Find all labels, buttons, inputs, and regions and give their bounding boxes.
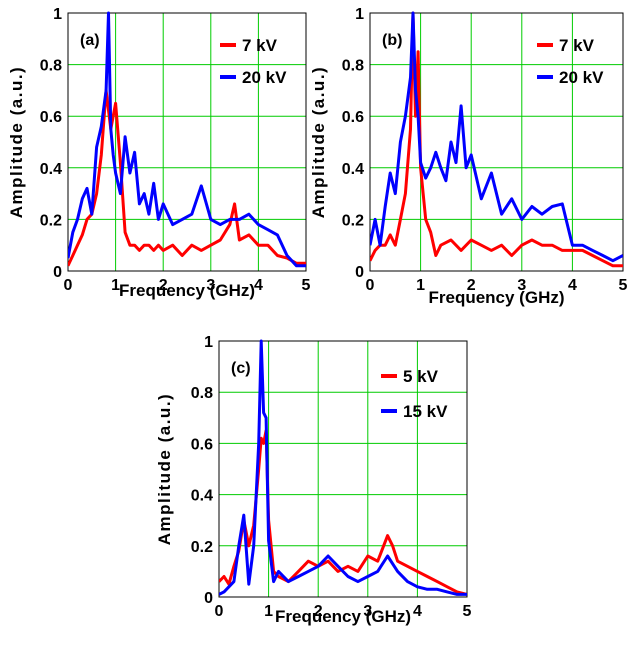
y-tick-label: 0.4 [40,161,62,178]
x-tick-label: 2 [467,277,476,294]
chart-panel-0: 0 1 2 3 4 5 0 0.2 0.4 0.6 0.8 1 (a) 7 kV 20 kV Frequenc… [7,6,311,300]
y-tick-label: 0.6 [191,436,213,453]
panel-label: (a) [80,32,100,49]
y-tick-label: 0 [355,264,364,281]
x-tick-label: 2 [159,277,168,294]
y-tick-label: 0.6 [40,109,62,126]
x-tick-label: 4 [413,603,422,620]
x-tick-label: 5 [302,277,311,294]
y-tick-label: 0.6 [342,109,364,126]
y-tick-label: 0.8 [191,385,213,402]
y-tick-label: 0.8 [40,58,62,75]
y-tick-label: 0 [204,590,213,607]
y-tick-label: 0.2 [40,212,62,229]
x-tick-label: 4 [568,277,577,294]
x-tick-label: 2 [314,603,323,620]
y-tick-label: 0.2 [191,539,213,556]
x-axis-label: Frequency (GHz) [275,607,411,626]
y-axis-label: Amplitude (a.u.) [309,66,328,218]
y-tick-label: 1 [355,6,364,23]
panel-label: (c) [231,360,251,377]
series-line-20-kv [370,11,623,263]
y-axis-label: Amplitude (a.u.) [155,393,174,545]
chart-panel-2: 0 1 2 3 4 5 0 0.2 0.4 0.6 0.8 1 (c) 5 kV 15 kV Frequenc… [155,334,472,626]
series-line-5-kv [219,429,467,596]
x-tick-label: 5 [619,277,628,294]
y-tick-label: 0.2 [342,212,364,229]
legend-label: 7 kV [559,36,595,55]
legend-label: 20 kV [559,68,604,87]
y-tick-label: 0.4 [342,161,364,178]
x-tick-label: 3 [206,277,215,294]
x-tick-label: 0 [366,277,375,294]
y-tick-label: 0 [53,264,62,281]
x-tick-label: 3 [363,603,372,620]
x-tick-label: 1 [264,603,273,620]
panel-label: (b) [382,32,402,49]
plot-frame [218,340,468,598]
plot-frame [67,12,307,272]
plot-frame [369,12,624,272]
chart-panel-1: 0 1 2 3 4 5 0 0.2 0.4 0.6 0.8 1 (b) 7 kV 20 kV Frequenc… [309,6,628,307]
x-tick-label: 0 [64,277,73,294]
x-tick-label: 0 [215,603,224,620]
legend-label: 5 kV [403,367,439,386]
x-tick-label: 1 [416,277,425,294]
series-line-20-kv [68,11,306,268]
y-tick-label: 0.4 [191,488,213,505]
series-line-15-kv [219,339,467,596]
x-tick-label: 4 [254,277,263,294]
y-tick-label: 0.8 [342,58,364,75]
y-axis-label: Amplitude (a.u.) [7,66,26,218]
y-tick-label: 1 [204,334,213,351]
y-tick-label: 1 [53,6,62,23]
x-tick-label: 5 [463,603,472,620]
series-line-7-kv [370,11,623,268]
x-axis-label: Frequency (GHz) [119,281,255,300]
legend-label: 15 kV [403,402,448,421]
series-line-7-kv [68,88,306,267]
x-axis-label: Frequency (GHz) [428,288,564,307]
x-tick-label: 3 [517,277,526,294]
x-tick-label: 1 [111,277,120,294]
legend-label: 7 kV [242,36,278,55]
legend-label: 20 kV [242,68,287,87]
